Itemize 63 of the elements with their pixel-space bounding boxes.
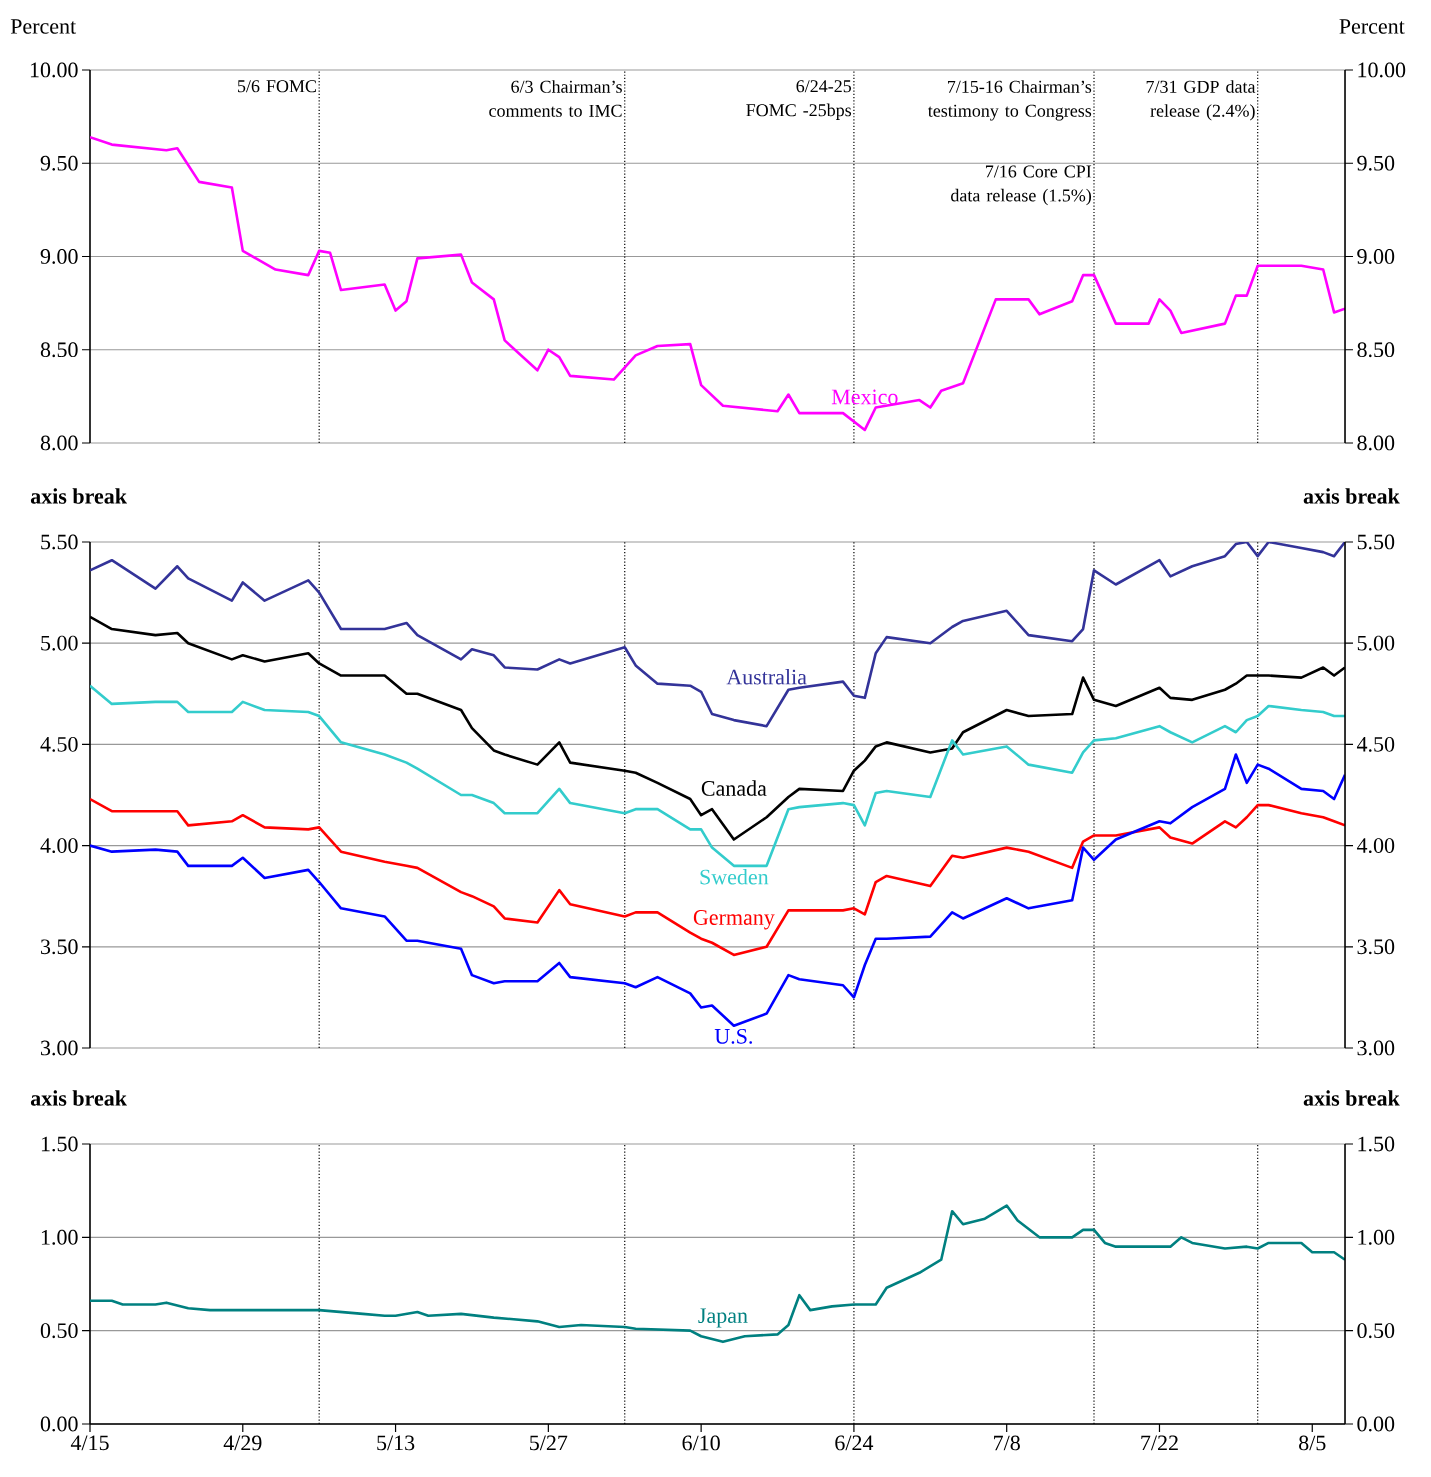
x-tick-label: 6/10: [682, 1435, 720, 1451]
text: axis break: [1303, 1090, 1400, 1106]
y2-tick-label: 1.00: [1358, 1229, 1395, 1245]
y2-tick-label: 0.00: [1357, 1416, 1395, 1432]
y-tick-label: 1.00: [41, 1229, 78, 1245]
x-tick-label: 4/29: [223, 1435, 262, 1451]
line-series: [90, 684, 1345, 868]
y2-tick-label: 5.50: [1357, 534, 1395, 550]
y-tick-label: 9.00: [40, 249, 78, 264]
y-tick-label: 3.50: [41, 939, 78, 955]
y-tick-label: 10.00: [30, 62, 78, 78]
ref-line-label: 6/24-25 FOMC -25bps: [746, 80, 852, 120]
series-label: Germany: [693, 910, 775, 930]
ref-line-label: 6/3 Chairman’s comments to IMC: [489, 80, 622, 117]
y2-tick-label: 3.00: [1357, 1040, 1395, 1056]
series-label: Mexico: [831, 389, 898, 405]
line-series: [90, 753, 1345, 1028]
text: axis break: [30, 488, 127, 504]
x-tick-label: 5/13: [377, 1435, 415, 1451]
y-tick-label: 0.00: [40, 1416, 78, 1432]
x-tick-label: 5/27: [530, 1435, 568, 1451]
y-tick-label: 4.00: [40, 838, 78, 854]
series-label: Sweden: [700, 869, 769, 885]
y-tick-label: 1.50: [41, 1136, 78, 1152]
ref-line-label: 7/31 GDP data release (2.4%): [1146, 80, 1256, 121]
text: axis break: [1303, 488, 1400, 504]
ref-line-label: 5/6 FOMC: [238, 80, 316, 93]
y2-tick-label: 10.00: [1358, 62, 1406, 78]
y2-axis-title: Percent: [1339, 19, 1405, 34]
y-tick-label: 8.50: [40, 342, 78, 358]
text: axis break: [30, 1090, 127, 1106]
x-tick-label: 4/15: [70, 1435, 109, 1451]
series-label: Japan: [698, 1308, 748, 1328]
x-tick-label: 6/24: [835, 1435, 874, 1451]
y-tick-label: 4.50: [40, 736, 78, 752]
y-tick-label: 0.50: [40, 1323, 78, 1339]
y2-tick-label: 5.00: [1357, 635, 1395, 651]
y2-tick-label: 8.50: [1357, 342, 1395, 358]
y2-tick-label: 4.50: [1356, 736, 1395, 752]
y2-tick-label: 9.50: [1357, 155, 1395, 171]
x-tick-label: 7/22: [1141, 1435, 1178, 1451]
x-tick-label: 8/5: [1299, 1435, 1326, 1451]
y2-tick-label: 0.50: [1357, 1323, 1395, 1339]
series-label: Canada: [701, 780, 767, 796]
y2-tick-label: 4.00: [1356, 838, 1395, 854]
y-tick-label: 8.00: [40, 435, 78, 451]
x-tick-label: 7/8: [994, 1435, 1020, 1451]
y-tick-label: 5.50: [41, 534, 78, 550]
y2-tick-label: 8.00: [1357, 435, 1395, 451]
y-tick-label: 9.50: [40, 155, 78, 171]
y-tick-label: 3.00: [41, 1040, 78, 1056]
line-series: [90, 135, 1345, 432]
series-label: Australia: [726, 669, 807, 685]
line-series: [90, 541, 1345, 728]
y-axis-title: Percent: [10, 19, 77, 34]
line-series: [90, 1204, 1345, 1344]
y2-tick-label: 1.50: [1358, 1136, 1395, 1152]
y-tick-label: 5.00: [41, 635, 78, 651]
annotation: 7/16 Core CPI data release (1.5%): [951, 165, 1092, 206]
series-label: U.S.: [714, 1028, 752, 1044]
ref-line-label: 7/15-16 Chairman’s testimony to Congress: [927, 80, 1092, 121]
y2-tick-label: 9.00: [1357, 249, 1395, 264]
y2-tick-label: 3.50: [1357, 939, 1395, 955]
